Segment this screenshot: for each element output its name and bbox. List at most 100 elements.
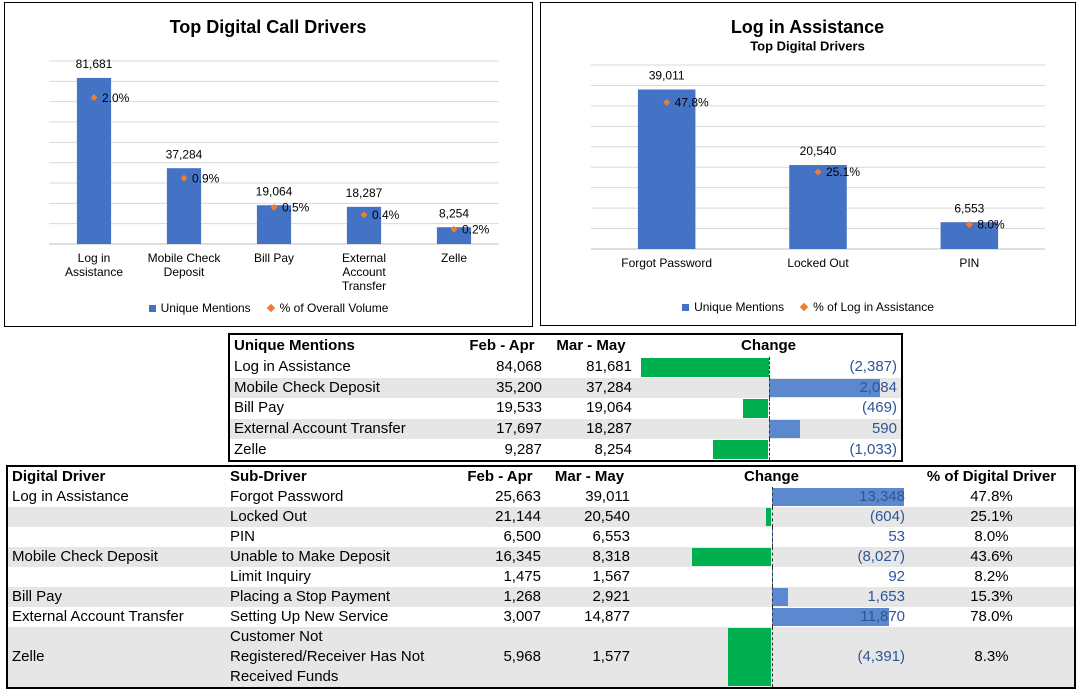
x-tick-label: External Account Transfer bbox=[341, 251, 387, 293]
table-cell: Forgot Password bbox=[230, 488, 344, 505]
change-bar bbox=[765, 508, 772, 526]
bar bbox=[256, 205, 292, 244]
change-bar bbox=[768, 378, 880, 398]
zero-line bbox=[768, 377, 770, 399]
zero-line bbox=[771, 547, 773, 567]
column-header: Sub-Driver bbox=[230, 468, 307, 485]
pct-cell: 8.0% bbox=[974, 528, 1009, 545]
column-header: Feb - Apr bbox=[469, 337, 535, 354]
table-row: Bill Pay 19,533 19,064 (469) bbox=[230, 398, 901, 419]
table-row: PIN 6,500 6,553 53 8.0% bbox=[8, 527, 1074, 547]
column-header: % of Digital Driver bbox=[926, 468, 1057, 485]
marker-diamond bbox=[90, 94, 98, 102]
table-cell: 9,287 bbox=[504, 440, 542, 458]
change-cell: 11,870 bbox=[634, 607, 909, 627]
zero-line bbox=[768, 418, 770, 440]
table-cell: 25,663 bbox=[495, 488, 541, 505]
data-label: 0.4% bbox=[372, 208, 400, 222]
legend-item: % of Log in Assistance bbox=[799, 300, 934, 314]
table-cell: 1,475 bbox=[503, 568, 541, 585]
table-row: Log in Assistance 84,068 81,681 (2,387) bbox=[230, 357, 901, 378]
data-label: 2.0% bbox=[102, 91, 130, 105]
table-cell: Locked Out bbox=[230, 508, 307, 525]
column-header: Feb - Apr bbox=[467, 468, 533, 485]
table-cell: 3,007 bbox=[503, 608, 541, 625]
table-cell: Log in Assistance bbox=[234, 358, 351, 376]
chart-title: Log in Assistance bbox=[731, 17, 884, 37]
zero-line bbox=[768, 439, 770, 460]
table-cell: External Account Transfer bbox=[234, 420, 406, 438]
table-cell: Mobile Check Deposit bbox=[12, 548, 158, 565]
change-bar bbox=[641, 358, 769, 377]
chart-panel: Log in Assistance Top Digital Drivers 39,0… bbox=[540, 2, 1076, 326]
bar bbox=[436, 227, 472, 244]
table-row: External Account Transfer Setting Up New … bbox=[8, 607, 1074, 627]
legend-label: Unique Mentions bbox=[694, 300, 785, 314]
change-cell: 2,084 bbox=[636, 377, 901, 399]
change-label: (604) bbox=[869, 508, 905, 525]
data-label: 18,287 bbox=[346, 186, 383, 200]
zero-line bbox=[771, 587, 773, 607]
change-label: 13,348 bbox=[859, 488, 905, 505]
data-label: 0.2% bbox=[462, 223, 490, 237]
chart: Top Digital Call Drivers 81,681 37,284 19,0… bbox=[49, 17, 499, 245]
bar bbox=[789, 165, 847, 249]
change-label: (8,027) bbox=[857, 548, 905, 565]
table-cell: Setting Up New Service bbox=[230, 608, 389, 625]
data-label: 25.1% bbox=[826, 165, 860, 179]
x-tick-label: Log in Assistance bbox=[64, 251, 124, 279]
table-cell: 84,068 bbox=[496, 358, 542, 376]
change-bar bbox=[768, 419, 800, 439]
legend-item: Unique Mentions bbox=[148, 301, 251, 315]
change-label: 2,084 bbox=[859, 378, 897, 396]
data-label: 6,553 bbox=[954, 201, 984, 215]
pct-cell: 25.1% bbox=[970, 508, 1013, 525]
data-label: 0.9% bbox=[192, 171, 220, 185]
change-label: (1,033) bbox=[849, 440, 897, 458]
change-cell: (8,027) bbox=[634, 547, 909, 567]
change-label: (2,387) bbox=[849, 358, 897, 376]
change-cell: 1,653 bbox=[634, 587, 909, 607]
pct-cell: 78.0% bbox=[970, 608, 1013, 625]
table-cell: External Account Transfer bbox=[12, 608, 184, 625]
legend-swatch bbox=[266, 303, 275, 313]
data-label: 8,254 bbox=[439, 206, 469, 220]
legend-label: % of Overall Volume bbox=[279, 301, 389, 315]
change-bar bbox=[727, 628, 772, 686]
data-label: 8.0% bbox=[977, 218, 1005, 232]
table-cell: Zelle bbox=[234, 440, 267, 458]
table-cell: 6,500 bbox=[503, 528, 541, 545]
marker-diamond bbox=[450, 225, 458, 233]
legend: Unique Mentions % of Log in Assistance bbox=[541, 300, 1075, 314]
zero-line bbox=[771, 487, 773, 507]
table-cell: 1,577 bbox=[592, 648, 630, 665]
zero-line bbox=[771, 527, 773, 547]
table-row: Bill Pay Placing a Stop Payment 1,268 2,921… bbox=[8, 587, 1074, 607]
table-cell bbox=[8, 527, 226, 547]
column-header: Unique Mentions bbox=[234, 337, 355, 354]
table-cell: Placing a Stop Payment bbox=[230, 588, 391, 605]
table-cell: Unable to Make Deposit bbox=[230, 548, 391, 565]
table-row: Zelle 9,287 8,254 (1,033) bbox=[230, 439, 901, 460]
table-cell: 37,284 bbox=[586, 378, 632, 396]
table-cell: 8,318 bbox=[592, 548, 630, 565]
x-tick-label: Bill Pay bbox=[253, 251, 294, 265]
table-cell: 6,553 bbox=[592, 528, 630, 545]
table-cell: 18,287 bbox=[586, 420, 632, 438]
marker-diamond bbox=[270, 203, 278, 211]
table-cell: 1,268 bbox=[503, 588, 541, 605]
table-cell: Log in Assistance bbox=[12, 488, 129, 505]
marker-diamond bbox=[360, 211, 368, 219]
column-header: Mar - May bbox=[554, 468, 625, 485]
table-cell: 1,567 bbox=[592, 568, 630, 585]
change-label: (4,391) bbox=[857, 648, 905, 665]
x-tick-label: Zelle bbox=[440, 251, 467, 265]
data-label: 39,011 bbox=[649, 69, 685, 83]
table-cell: 17,697 bbox=[496, 420, 542, 438]
x-tick-label: Mobile Check Deposit bbox=[147, 251, 221, 279]
header-row: Unique Mentions Feb - Apr Mar - May Change bbox=[230, 335, 901, 357]
change-label: 92 bbox=[888, 568, 905, 585]
zero-line bbox=[768, 357, 770, 378]
table-cell: 81,681 bbox=[586, 358, 632, 376]
table-cell: Limit Inquiry bbox=[230, 568, 311, 585]
